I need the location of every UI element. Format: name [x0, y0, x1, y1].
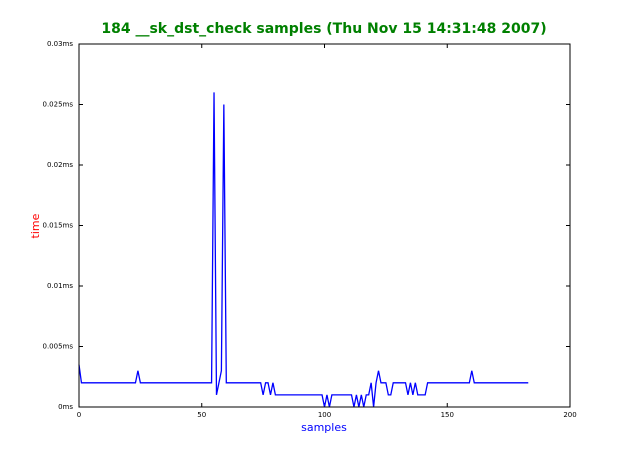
y-axis-label: time: [29, 213, 42, 238]
y-tick-label: 0ms: [58, 403, 73, 411]
y-tick-label: 0.015ms: [42, 222, 73, 230]
plot-frame: [78, 43, 571, 408]
x-axis-label: samples: [301, 421, 347, 434]
y-tick-label: 0.03ms: [47, 40, 73, 48]
y-tick-label: 0.01ms: [47, 282, 73, 290]
x-tick-label: 50: [197, 411, 206, 419]
chart-title: 184 __sk_dst_check samples (Thu Nov 15 1…: [101, 21, 546, 37]
x-tick-label: 200: [563, 411, 576, 419]
y-tick-label: 0.025ms: [42, 101, 73, 109]
y-tick-label: 0.005ms: [42, 343, 73, 351]
x-tick-label: 0: [77, 411, 81, 419]
x-tick-label: 100: [318, 411, 331, 419]
y-tick-label: 0.02ms: [47, 161, 73, 169]
data-line: [78, 92, 529, 408]
x-tick-label: 150: [441, 411, 454, 419]
